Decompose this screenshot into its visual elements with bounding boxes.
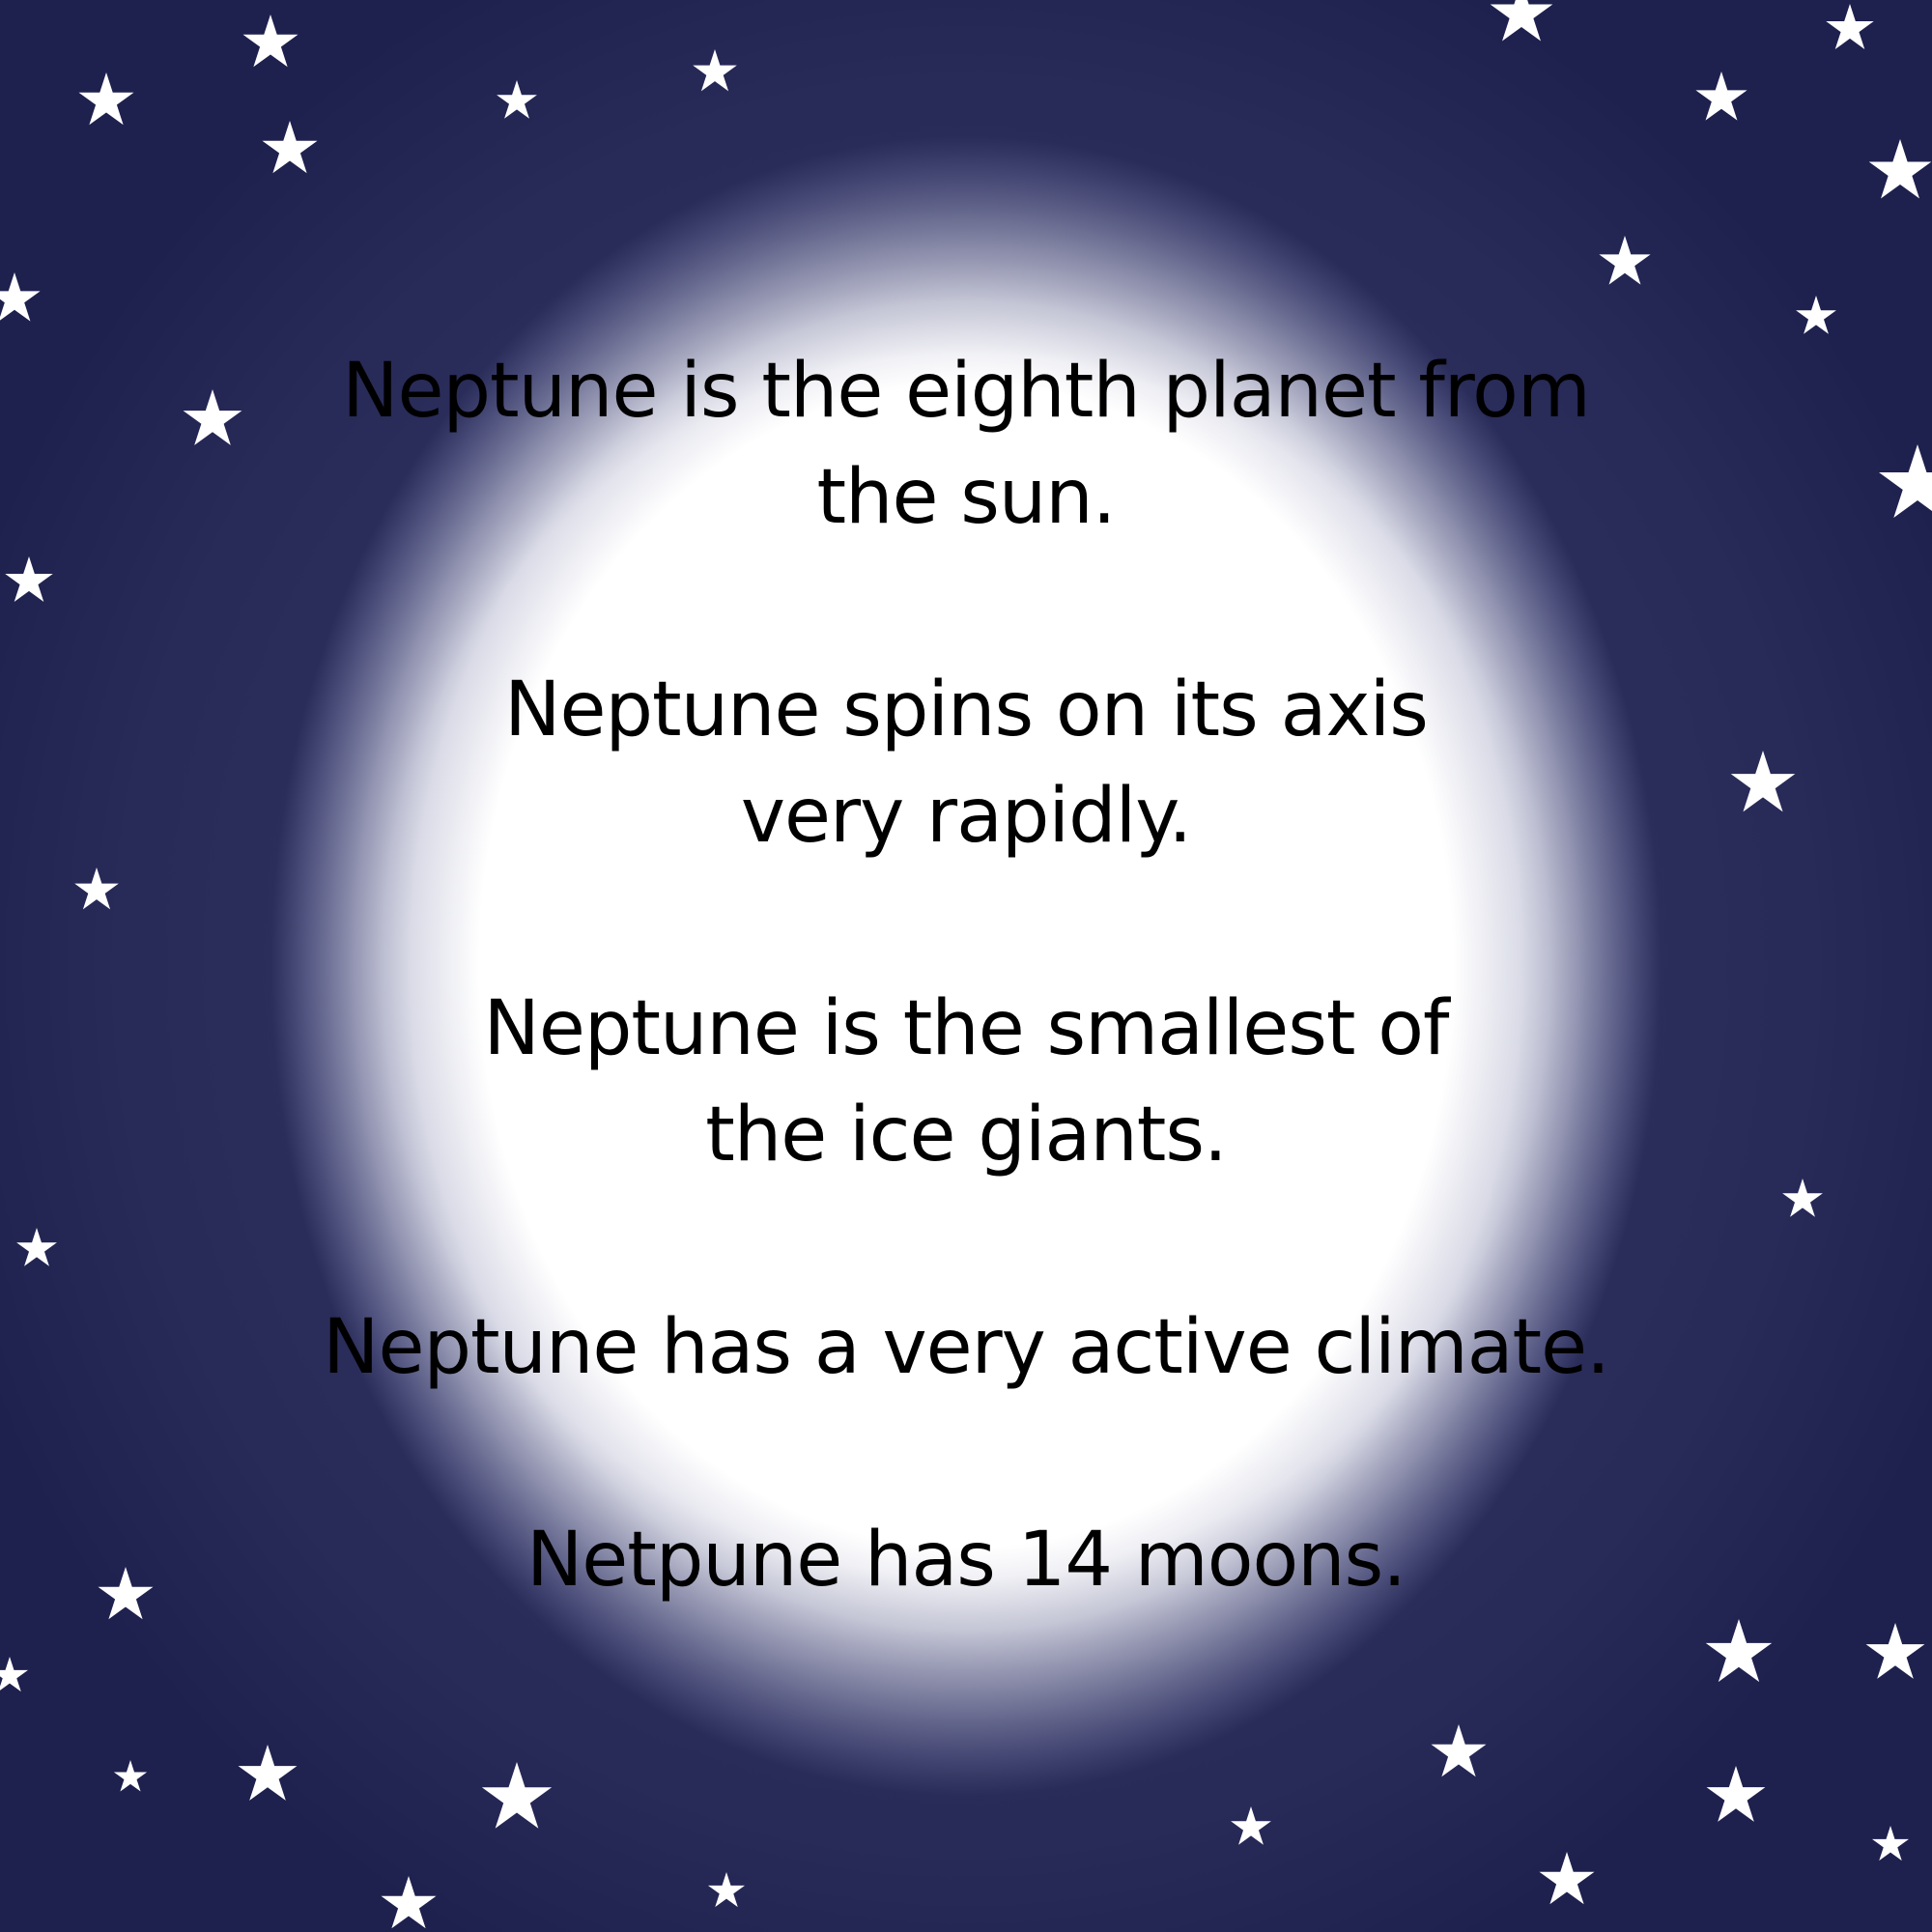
fact-smallest-ice-giant: Neptune is the smallest of the ice giant…: [193, 976, 1739, 1188]
star-icon: [78, 72, 134, 126]
fact-line: Neptune has a very active climate.: [323, 1304, 1610, 1391]
fact-line: the ice giants.: [705, 1092, 1228, 1179]
star-icon: [1705, 1619, 1773, 1683]
star-icon: [262, 121, 318, 174]
star-icon: [1868, 139, 1932, 199]
fact-moons: Netpune has 14 moons.: [193, 1507, 1739, 1613]
star-icon: [1490, 0, 1553, 42]
star-icon: [1730, 751, 1796, 812]
star-icon: [707, 1872, 746, 1908]
star-icon: [0, 272, 41, 322]
star-icon: [1865, 1623, 1925, 1679]
star-icon: [113, 1760, 148, 1792]
star-icon: [497, 80, 537, 119]
star-icon: [5, 556, 53, 603]
fact-active-climate: Neptune has a very active climate.: [193, 1294, 1739, 1401]
star-icon: [1871, 1826, 1910, 1861]
star-icon: [1706, 1766, 1766, 1822]
star-icon: [1826, 4, 1874, 50]
star-icon: [16, 1228, 57, 1266]
star-icon: [238, 1745, 298, 1801]
star-icon: [0, 1657, 29, 1692]
fact-line: Neptune is the smallest of: [483, 985, 1450, 1072]
star-icon: [98, 1567, 154, 1620]
star-icon: [1539, 1852, 1595, 1905]
fact-spins-rapidly: Neptune spins on its axis very rapidly.: [193, 657, 1739, 869]
fact-line: Neptune spins on its axis: [504, 667, 1429, 753]
star-icon: [1431, 1724, 1487, 1777]
neptune-facts: Neptune is the eighth planet from the su…: [193, 338, 1739, 1613]
star-icon: [481, 1762, 553, 1829]
star-icon: [1599, 236, 1651, 285]
star-icon: [1879, 444, 1932, 518]
star-icon: [242, 14, 298, 68]
star-icon: [74, 867, 119, 910]
fact-line: the sun.: [816, 454, 1116, 541]
star-icon: [693, 49, 737, 92]
fact-line: Netpune has 14 moons.: [526, 1517, 1406, 1604]
fact-line: very rapidly.: [740, 773, 1192, 860]
star-icon: [1695, 71, 1747, 121]
fact-line: Neptune is the eighth planet from: [342, 348, 1591, 435]
star-icon: [1231, 1806, 1271, 1845]
star-icon: [381, 1876, 437, 1929]
star-icon: [1796, 296, 1836, 334]
star-icon: [1782, 1179, 1823, 1217]
fact-eighth-planet: Neptune is the eighth planet from the su…: [193, 338, 1739, 551]
